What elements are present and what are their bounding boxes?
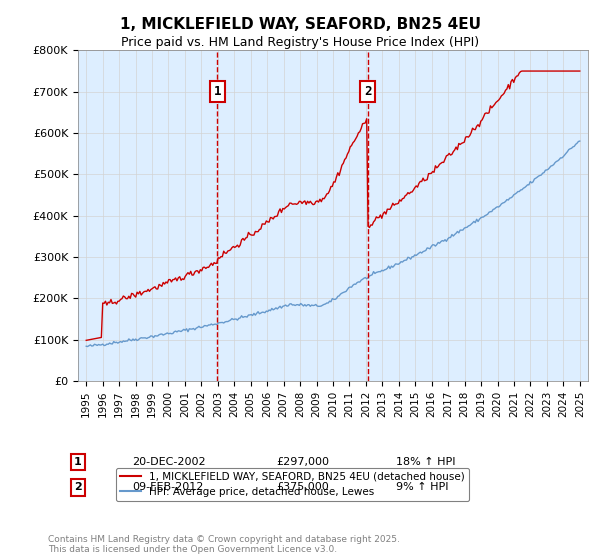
Text: 09-FEB-2012: 09-FEB-2012 <box>132 482 203 492</box>
Text: £297,000: £297,000 <box>276 457 329 467</box>
Text: Contains HM Land Registry data © Crown copyright and database right 2025.
This d: Contains HM Land Registry data © Crown c… <box>48 535 400 554</box>
Text: 2: 2 <box>364 85 371 98</box>
Text: 20-DEC-2002: 20-DEC-2002 <box>132 457 206 467</box>
Text: 9% ↑ HPI: 9% ↑ HPI <box>396 482 449 492</box>
Text: 1, MICKLEFIELD WAY, SEAFORD, BN25 4EU: 1, MICKLEFIELD WAY, SEAFORD, BN25 4EU <box>119 17 481 32</box>
Legend: 1, MICKLEFIELD WAY, SEAFORD, BN25 4EU (detached house), HPI: Average price, deta: 1, MICKLEFIELD WAY, SEAFORD, BN25 4EU (d… <box>116 468 469 501</box>
Text: 1: 1 <box>74 457 82 467</box>
Text: Price paid vs. HM Land Registry's House Price Index (HPI): Price paid vs. HM Land Registry's House … <box>121 36 479 49</box>
Text: £375,000: £375,000 <box>276 482 329 492</box>
Text: 1: 1 <box>214 85 221 98</box>
Text: 18% ↑ HPI: 18% ↑ HPI <box>396 457 455 467</box>
Text: 2: 2 <box>74 482 82 492</box>
